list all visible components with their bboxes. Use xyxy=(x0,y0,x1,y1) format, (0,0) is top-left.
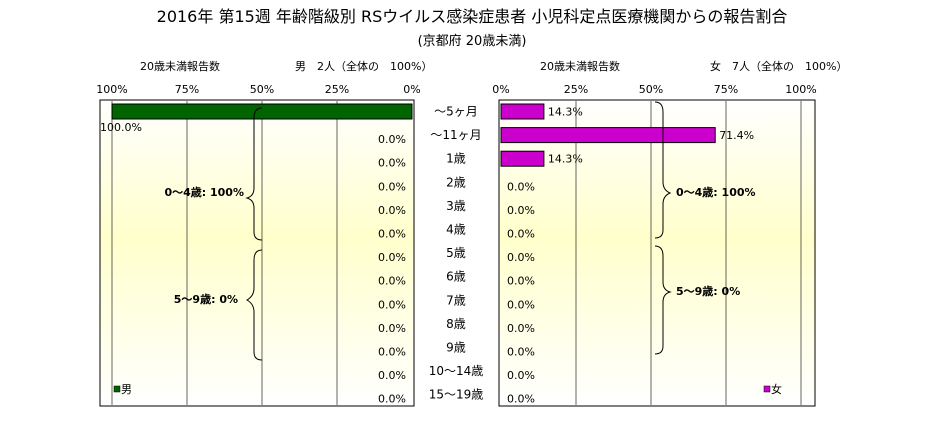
male-header-count-label: 20歳未満報告数 xyxy=(140,60,220,73)
female-bar xyxy=(500,127,716,144)
chart-title: 2016年 第15週 年齢階級別 RSウイルス感染症患者 小児科定点医療機関から… xyxy=(157,7,788,26)
male-brace-0-4 xyxy=(245,107,263,241)
male-legend-swatch xyxy=(113,385,121,393)
female-header-total: 女 7人（全体の 100%） xyxy=(710,59,847,73)
male-value-label: 0.0% xyxy=(378,180,406,193)
category-label: 5歳 xyxy=(446,246,466,260)
category-labels: ～5ヶ月 ～11ヶ月 1歳 2歳 3歳 4歳 5歳 6歳 7歳 8歳 9歳 10～14歳 15～19歳 xyxy=(429,105,484,402)
female-value-label: 0.0% xyxy=(507,369,535,382)
category-label: 9歳 xyxy=(446,341,466,355)
female-legend-swatch xyxy=(763,385,771,393)
female-group-0-4-label: 0～4歳: 100% xyxy=(676,185,756,199)
male-value-label: 0.0% xyxy=(378,157,406,170)
female-tick-label: 100% xyxy=(785,83,816,96)
category-label: 4歳 xyxy=(446,223,466,237)
male-value-label: 0.0% xyxy=(378,393,406,406)
axis-ticks: 100% 75% 50% 25% 0% 0% 25% 50% 75% 100% xyxy=(96,83,816,96)
bars xyxy=(111,103,716,167)
male-value-label: 0.0% xyxy=(378,298,406,311)
female-tick-label: 75% xyxy=(714,83,738,96)
male-tick-label: 0% xyxy=(403,83,420,96)
category-label: 10～14歳 xyxy=(429,364,484,378)
female-header-count-label: 20歳未満報告数 xyxy=(540,60,620,73)
category-label: 7歳 xyxy=(446,293,466,307)
female-value-label: 0.0% xyxy=(507,228,535,241)
female-brace-0-4 xyxy=(654,101,672,239)
male-tick-label: 100% xyxy=(96,83,127,96)
male-group-0-4-label: 0～4歳: 100% xyxy=(164,185,244,199)
male-group-5-9-label: 5～9歳: 0% xyxy=(174,292,238,306)
female-bar xyxy=(500,150,545,167)
category-label: ～5ヶ月 xyxy=(434,105,478,119)
female-group-5-9-label: 5～9歳: 0% xyxy=(676,284,740,298)
male-value-label: 0.0% xyxy=(378,133,406,146)
female-value-label: 14.3% xyxy=(548,153,583,166)
female-value-label: 0.0% xyxy=(507,298,535,311)
male-tick-label: 50% xyxy=(250,83,274,96)
category-label: ～11ヶ月 xyxy=(430,128,481,142)
category-label: 8歳 xyxy=(446,317,466,331)
female-value-label: 0.0% xyxy=(507,180,535,193)
category-label: 6歳 xyxy=(446,270,466,284)
female-plot-area xyxy=(498,99,816,407)
female-tick-label: 50% xyxy=(639,83,663,96)
male-tick-label: 25% xyxy=(325,83,349,96)
male-plot-area xyxy=(99,99,415,407)
female-value-label: 14.3% xyxy=(548,106,583,119)
grid-lines xyxy=(111,101,802,405)
male-value-label: 0.0% xyxy=(378,346,406,359)
male-bar xyxy=(111,103,413,120)
category-label: 15～19歳 xyxy=(429,388,484,402)
male-value-label: 0.0% xyxy=(378,228,406,241)
female-tick-label: 25% xyxy=(564,83,588,96)
female-tick-label: 0% xyxy=(492,83,509,96)
female-brace-5-9 xyxy=(654,245,672,355)
male-tick-label: 75% xyxy=(175,83,199,96)
male-value-label: 100.0% xyxy=(100,121,142,134)
female-value-label: 0.0% xyxy=(507,251,535,264)
male-value-label: 0.0% xyxy=(378,204,406,217)
value-labels: 100.0% 14.3% 0.0% 71.4% 0.0% 14.3% 0.0% 0.0% 0.0… xyxy=(100,106,754,406)
male-value-label: 0.0% xyxy=(378,369,406,382)
female-value-label: 71.4% xyxy=(719,129,754,142)
male-value-label: 0.0% xyxy=(378,251,406,264)
male-value-label: 0.0% xyxy=(378,275,406,288)
male-header-total: 男 2人（全体の 100%） xyxy=(295,59,432,73)
female-value-label: 0.0% xyxy=(507,346,535,359)
female-value-label: 0.0% xyxy=(507,275,535,288)
male-value-label: 0.0% xyxy=(378,322,406,335)
female-bar xyxy=(500,103,545,120)
category-label: 2歳 xyxy=(446,175,466,189)
female-value-label: 0.0% xyxy=(507,322,535,335)
female-legend-label: 女 xyxy=(771,382,782,396)
male-brace-5-9 xyxy=(245,249,263,361)
male-legend-label: 男 xyxy=(121,383,132,396)
category-label: 1歳 xyxy=(446,152,466,166)
female-value-label: 0.0% xyxy=(507,204,535,217)
chart-subtitle: (京都府 20歳未満) xyxy=(418,34,527,49)
category-label: 3歳 xyxy=(446,199,466,213)
female-value-label: 0.0% xyxy=(507,393,535,406)
